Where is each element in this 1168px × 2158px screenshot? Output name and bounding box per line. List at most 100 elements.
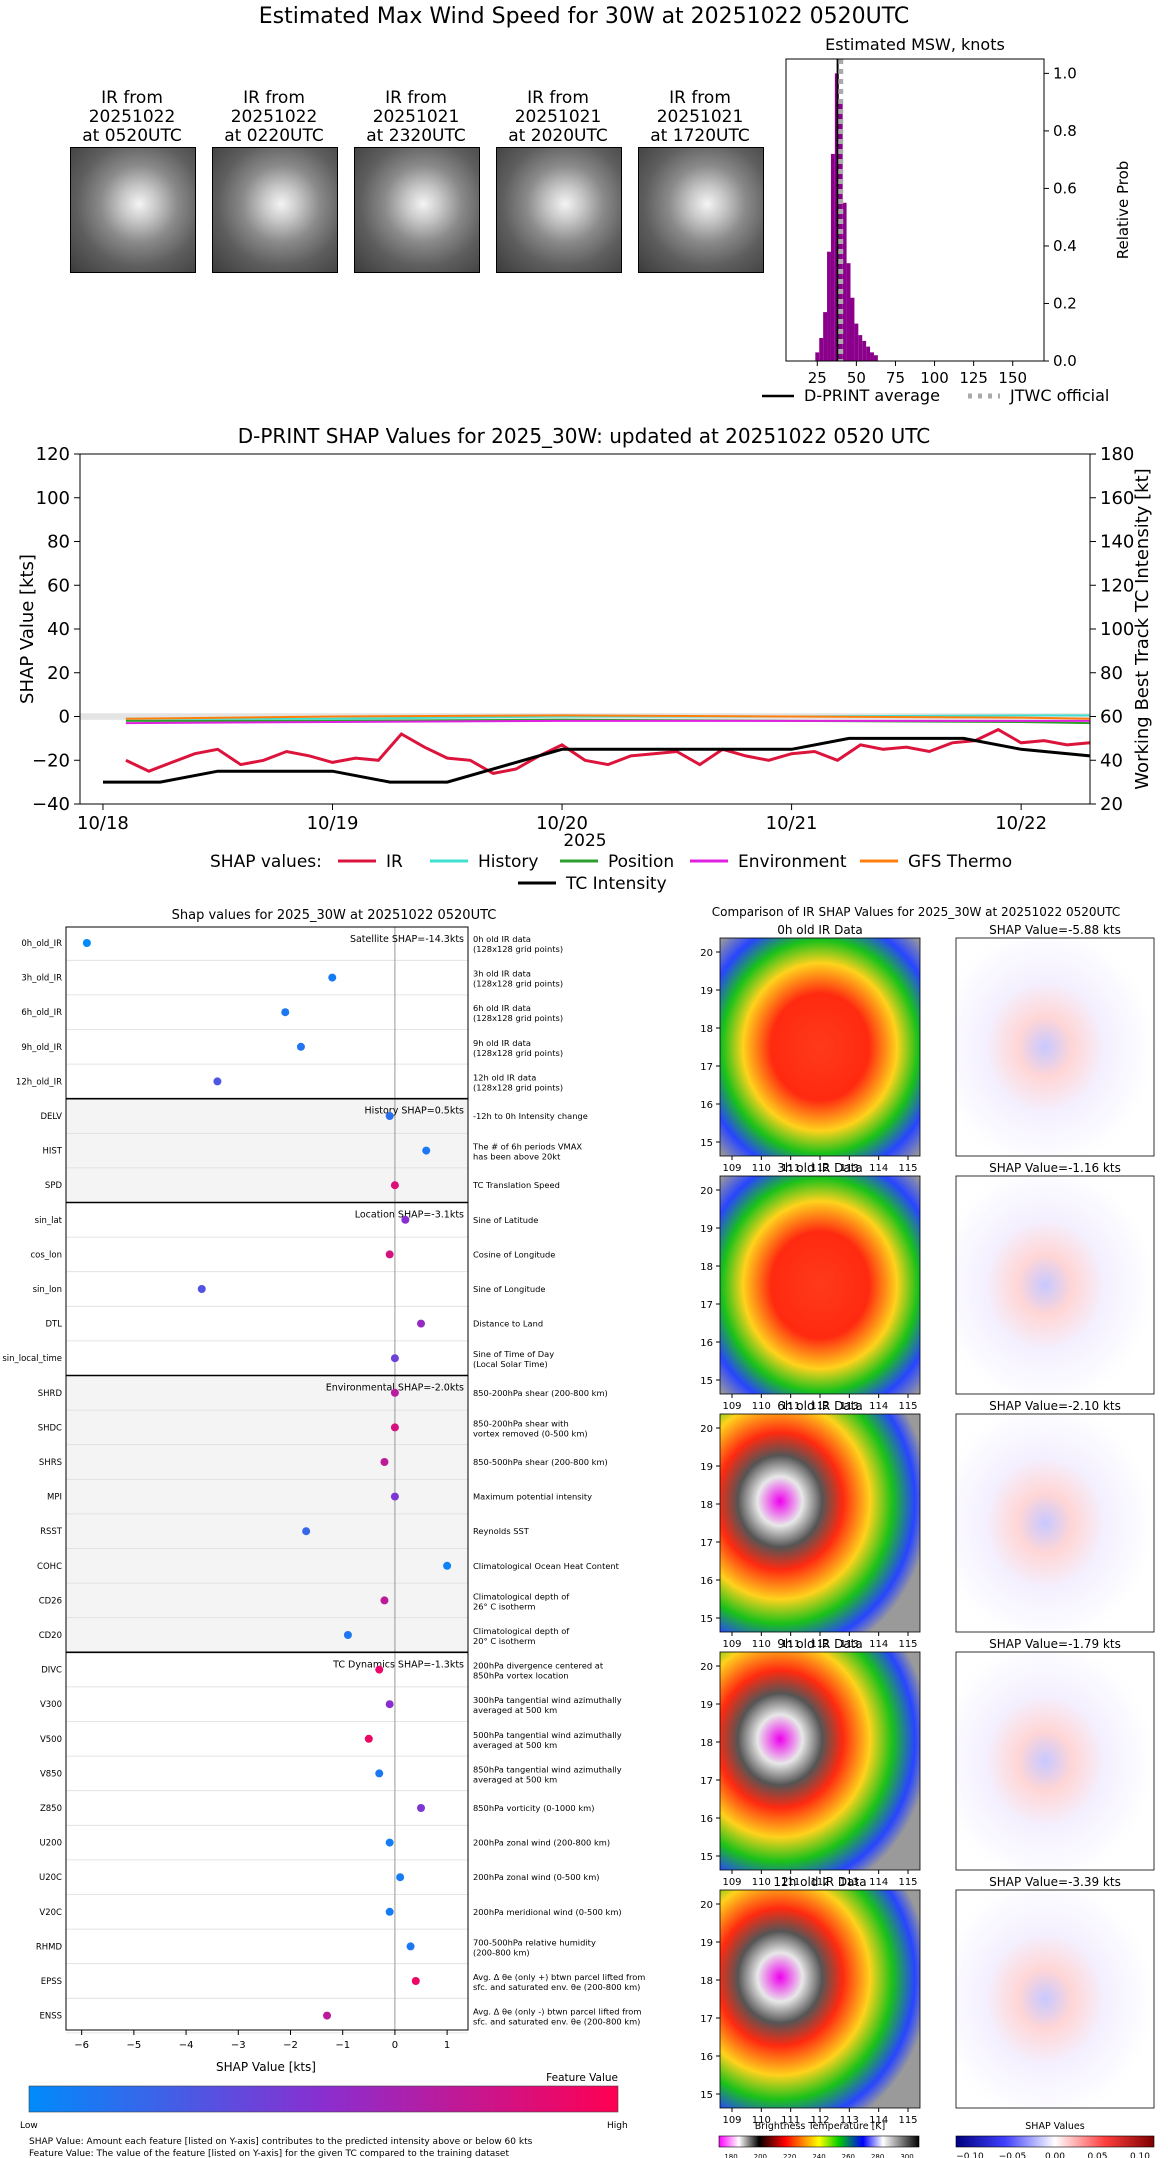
- histogram-bar-15: [873, 355, 878, 361]
- ir-ytick-label-3-4: 16: [700, 1814, 713, 1825]
- ir-image-4: [719, 1889, 921, 2109]
- ir-thumb-image-3: [354, 147, 480, 273]
- timeseries-title: D-PRINT SHAP Values for 2025_30W: update…: [238, 424, 930, 448]
- feature-desc1-EPSS: Avg. Δ θe (only +) btwn parcel lifted fr…: [473, 1972, 645, 1982]
- footnote-shap-value: SHAP Value: Amount each feature [listed …: [29, 2137, 533, 2147]
- feature-desc1-RSST: Reynolds SST: [473, 1526, 530, 1536]
- shap-point-sin_local_time: [390, 1354, 399, 1363]
- ir-xtick-label-2-4: 113: [840, 1639, 859, 1650]
- feature-desc1-6h_old_IR: 6h old IR data: [473, 1003, 531, 1013]
- ir-xtick-label-3-3: 112: [810, 1877, 829, 1888]
- shap-tick-label-3: 0.05: [1087, 2152, 1107, 2158]
- histogram-bar-9: [850, 297, 855, 361]
- feature-label-V850: V850: [40, 1769, 62, 1779]
- footnote-feature-value: Feature Value: The value of the feature …: [29, 2149, 509, 2158]
- histogram-bar-13: [866, 346, 871, 361]
- feature-desc1-CD26: Climatological depth of: [473, 1591, 570, 1601]
- feature-desc1-RHMD: 700-500hPa relative humidity: [473, 1937, 596, 1947]
- ir-xtick-label-1-0: 109: [722, 1401, 741, 1412]
- feature-label-V300: V300: [40, 1700, 62, 1710]
- feature-desc1-MPI: Maximum potential intensity: [473, 1492, 592, 1502]
- page-title: Estimated Max Wind Speed for 30W at 2025…: [258, 4, 910, 29]
- timeseries-ylabel-left: SHAP Value [kts]: [17, 554, 38, 704]
- ir-thumb-caption-4: IR from 20251021 at 2020UTC: [508, 88, 608, 146]
- shap-timeseries-chart: D-PRINT SHAP Values for 2025_30W: update…: [17, 424, 1153, 894]
- ir-xtick-label-4-1: 110: [752, 2115, 771, 2126]
- ir-ytick-label-2-3: 17: [700, 1538, 713, 1549]
- feature-desc1-Z850: 850hPa vorticity (0-1000 km): [473, 1803, 594, 1813]
- feature-label-cos_lon: cos_lon: [30, 1250, 62, 1260]
- ir-ytick-label-0-4: 16: [700, 1100, 713, 1111]
- shap-colorbar-title: SHAP Values: [1025, 2121, 1085, 2132]
- feature-label-SPD: SPD: [45, 1181, 63, 1191]
- ir-ytick-label-4-0: 20: [700, 1900, 713, 1911]
- shap-point-COHC: [443, 1561, 452, 1570]
- feature-label-U200: U200: [40, 1839, 62, 1849]
- ir-xtick-label-3-5: 114: [869, 1877, 888, 1888]
- shap-point-0h_old_IR: [82, 939, 91, 947]
- ts-legend-label-5: TC Intensity: [565, 874, 667, 894]
- ir-thumb-caption-5: IR from 20251021 at 1720UTC: [650, 88, 750, 146]
- bt-colorbar-title: Brightness Temperature [K]: [755, 2121, 885, 2132]
- ts-xtick-label-0: 10/18: [77, 813, 129, 834]
- feature-label-DIVC: DIVC: [41, 1666, 62, 1676]
- ts-xtick-label-2: 10/20: [536, 813, 588, 834]
- ts-ytick-right-label-6: 60: [1100, 707, 1123, 728]
- ir-comparison-panel: Comparison of IR SHAP Values for 2025_30…: [700, 905, 1155, 2158]
- histogram-bar-12: [862, 340, 867, 361]
- ir-xtick-label-4-2: 111: [781, 2115, 800, 2126]
- ir-ytick-label-1-2: 18: [700, 1262, 713, 1273]
- ir-ytick-label-2-1: 19: [700, 1462, 713, 1473]
- group-label-1: History SHAP=0.5kts: [365, 1106, 465, 1117]
- shap-xtick-label-7: 1: [444, 2040, 450, 2051]
- msw-histogram-chart: Estimated MSW, knots 25 50 75 100 125 150 0.0…: [762, 35, 1132, 405]
- ir-row-title-3: 9h old IR Data: [777, 1637, 863, 1651]
- hist-ytick-label-2: 0.4: [1053, 237, 1077, 255]
- ts-ytick-right-label-1: 160: [1100, 488, 1134, 509]
- ir-thumb-caption-2: IR from 20251022 at 0220UTC: [224, 88, 324, 146]
- feature-desc1-U20C: 200hPa zonal wind (0-500 km): [473, 1872, 600, 1882]
- series-line-environment: [125, 719, 1090, 725]
- ir-xtick-label-2-0: 109: [722, 1639, 741, 1650]
- ir-xtick-label-4-3: 112: [810, 2115, 829, 2126]
- feature-desc1-DELV: -12h to 0h Intensity change: [473, 1111, 588, 1121]
- feature-colorbar-low: Low: [20, 2121, 38, 2131]
- shap-point-EPSS: [411, 1977, 420, 1985]
- shap-map-2: [955, 1413, 1155, 1633]
- feature-desc2-V500: averaged at 500 km: [473, 1740, 557, 1750]
- feature-colorbar-title: Feature Value: [546, 2072, 618, 2084]
- feature-label-0h_old_IR: 0h_old_IR: [21, 939, 62, 949]
- ts-ytick-left-label-4: 40: [47, 619, 70, 640]
- histogram-bar-11: [858, 335, 863, 361]
- ts-ytick-left-label-2: 80: [47, 532, 70, 553]
- ir-ytick-label-3-5: 15: [700, 1852, 713, 1863]
- ts-legend-label-3: Environment: [738, 852, 847, 872]
- feature-label-6h_old_IR: 6h_old_IR: [21, 1008, 62, 1018]
- shap-point-cos_lon: [385, 1250, 394, 1259]
- ir-ytick-label-3-3: 17: [700, 1776, 713, 1787]
- feature-label-DELV: DELV: [40, 1112, 62, 1122]
- group-band-2: [66, 1202, 468, 1376]
- feature-label-Z850: Z850: [40, 1804, 62, 1814]
- ir-xtick-label-2-3: 112: [810, 1639, 829, 1650]
- ts-ytick-right-label-0: 180: [1100, 444, 1134, 465]
- ts-legend-label-0: IR: [386, 852, 403, 872]
- feature-desc2-HIST: has been above 20kt: [473, 1152, 561, 1162]
- ir-ytick-label-3-2: 18: [700, 1738, 713, 1749]
- feature-label-RSST: RSST: [40, 1527, 63, 1537]
- feature-desc1-ENSS: Avg. Δ θe (only -) btwn parcel lifted fr…: [473, 2007, 641, 2017]
- feature-desc2-0h_old_IR: (128x128 grid points): [473, 944, 563, 954]
- shap-point-sin_lon: [197, 1285, 206, 1293]
- histogram-bar-3: [827, 251, 831, 361]
- histogram-frame: [785, 58, 1045, 362]
- ir-xtick-label-0-3: 112: [810, 1163, 829, 1174]
- ir-row-title-0: 0h old IR Data: [777, 923, 863, 937]
- feature-desc1-SHRS: 850-500hPa shear (200-800 km): [473, 1457, 608, 1467]
- ts-ytick-right-label-3: 120: [1100, 575, 1134, 596]
- hist-xtick-label-1: 50: [847, 369, 866, 387]
- shap-tick-label-4: 0.10: [1130, 2152, 1150, 2158]
- hist-ytick-label-0: 0.0: [1053, 352, 1077, 370]
- ir-thumb-image-1: [70, 147, 196, 273]
- feature-desc2-CD20: 20° C isotherm: [473, 1636, 535, 1646]
- ir-xtick-label-1-4: 113: [840, 1401, 859, 1412]
